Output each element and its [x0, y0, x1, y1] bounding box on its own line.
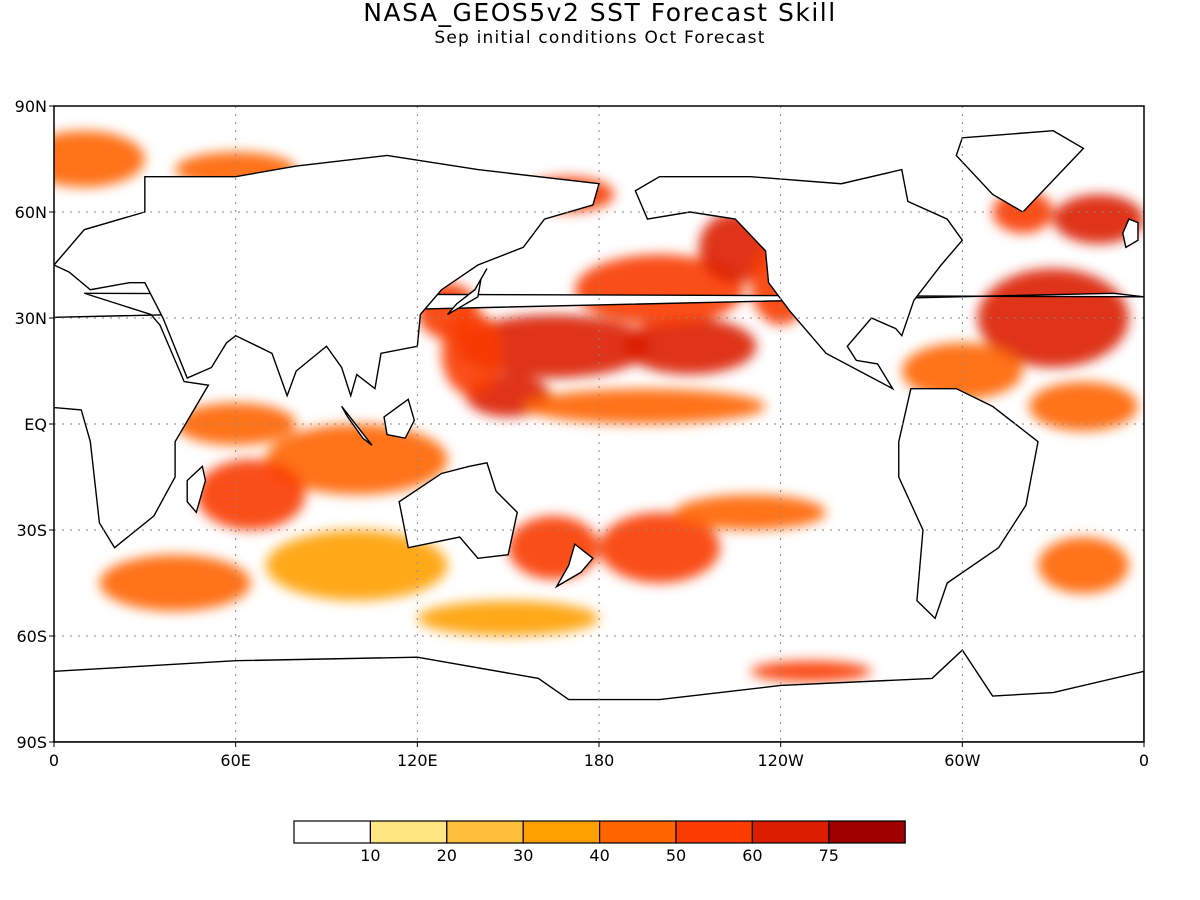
- skill-region: [1053, 194, 1144, 244]
- longitude-tick-label: 180: [584, 751, 615, 770]
- colorbar-swatch: [751, 820, 830, 844]
- landmass: [341, 405, 373, 446]
- latitude-tick-label: 90N: [15, 97, 47, 116]
- colorbar-label: 75: [819, 846, 839, 865]
- landmass: [54, 154, 600, 399]
- colorbar-swatch: [828, 820, 906, 844]
- landmass: [186, 465, 207, 514]
- latitude-tick-label: 60S: [16, 627, 47, 646]
- longitude-tick-label: 60E: [220, 751, 250, 770]
- landmass: [955, 130, 1085, 213]
- latitude-labels: 90N 60N 30N EQ 30S 60S 90S: [15, 97, 54, 752]
- skill-field: [54, 130, 1144, 682]
- skill-region: [456, 314, 651, 379]
- landmass: [898, 387, 1039, 620]
- longitude-tick-label: 0: [49, 751, 59, 770]
- landmass: [54, 292, 1144, 549]
- latitude-tick-label: 90S: [16, 733, 47, 752]
- longitude-tick-label: 60W: [944, 751, 980, 770]
- skill-region: [523, 388, 766, 425]
- chart-title: NASA_GEOS5v2 SST Forecast Skill: [363, 0, 837, 27]
- skill-region: [674, 494, 827, 530]
- colorbar-swatch: [293, 820, 372, 844]
- skill-region: [1038, 537, 1129, 594]
- colorbar-swatch: [446, 820, 524, 844]
- continent-outlines: [54, 130, 1144, 742]
- skill-region: [99, 554, 251, 612]
- landmass: [54, 649, 1144, 742]
- landmass: [383, 398, 416, 439]
- latitude-tick-label: 30S: [16, 521, 47, 540]
- colorbar-label: 40: [589, 846, 609, 865]
- colorbar-swatch: [675, 820, 754, 844]
- skill-region: [574, 254, 745, 326]
- latitude-tick-label: 30N: [15, 309, 47, 328]
- skill-region: [265, 424, 448, 495]
- longitude-labels: 0 60E 120E 180 120W 60W 0: [49, 742, 1149, 770]
- longitude-tick-label: 120E: [397, 751, 438, 770]
- colorbar-label: 60: [742, 846, 762, 865]
- landmass: [554, 542, 594, 589]
- skill-region: [508, 515, 599, 580]
- skill-region: [599, 512, 721, 584]
- landmass: [447, 268, 488, 316]
- gridlines: [54, 106, 1144, 742]
- skill-region: [265, 530, 448, 601]
- skill-region: [1028, 381, 1138, 432]
- colorbar-swatch: [522, 820, 601, 844]
- colorbar-label: 10: [360, 846, 380, 865]
- colorbar-swatch: [598, 820, 677, 844]
- skill-region: [196, 459, 306, 530]
- landmass: [1122, 218, 1139, 249]
- landmass: [398, 462, 519, 560]
- skill-region: [417, 600, 599, 636]
- skill-region: [54, 130, 145, 188]
- longitude-tick-label: 0: [1139, 751, 1149, 770]
- latitude-tick-label: EQ: [24, 415, 47, 434]
- colorbar: 10 20 30 40 50 60 75: [293, 820, 906, 865]
- colorbar-label: 30: [513, 846, 533, 865]
- colorbar-label: 50: [666, 846, 686, 865]
- skill-region: [175, 402, 297, 446]
- latitude-tick-label: 60N: [15, 203, 47, 222]
- chart-subtitle: Sep initial conditions Oct Forecast: [434, 28, 766, 48]
- longitude-tick-label: 120W: [757, 751, 804, 770]
- colorbar-label: 20: [437, 846, 457, 865]
- skill-region: [750, 660, 872, 682]
- skill-region: [623, 318, 757, 375]
- colorbar-swatch: [369, 820, 448, 844]
